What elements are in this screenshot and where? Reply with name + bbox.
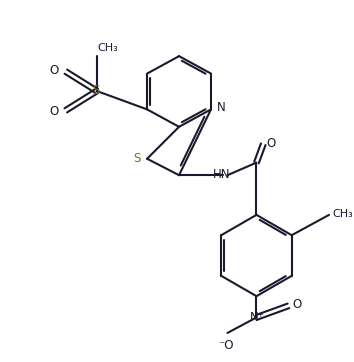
Text: S: S: [92, 84, 99, 97]
Text: CH₃: CH₃: [98, 43, 119, 53]
Text: S: S: [133, 152, 140, 165]
Text: O: O: [266, 137, 275, 150]
Text: O: O: [50, 64, 59, 77]
Text: ⁻O: ⁻O: [219, 339, 234, 352]
Text: N: N: [217, 101, 225, 114]
Text: HN: HN: [213, 168, 230, 181]
Text: N⁺: N⁺: [250, 311, 265, 324]
Text: O: O: [50, 105, 59, 118]
Text: O: O: [292, 298, 302, 311]
Text: CH₃: CH₃: [332, 209, 353, 219]
